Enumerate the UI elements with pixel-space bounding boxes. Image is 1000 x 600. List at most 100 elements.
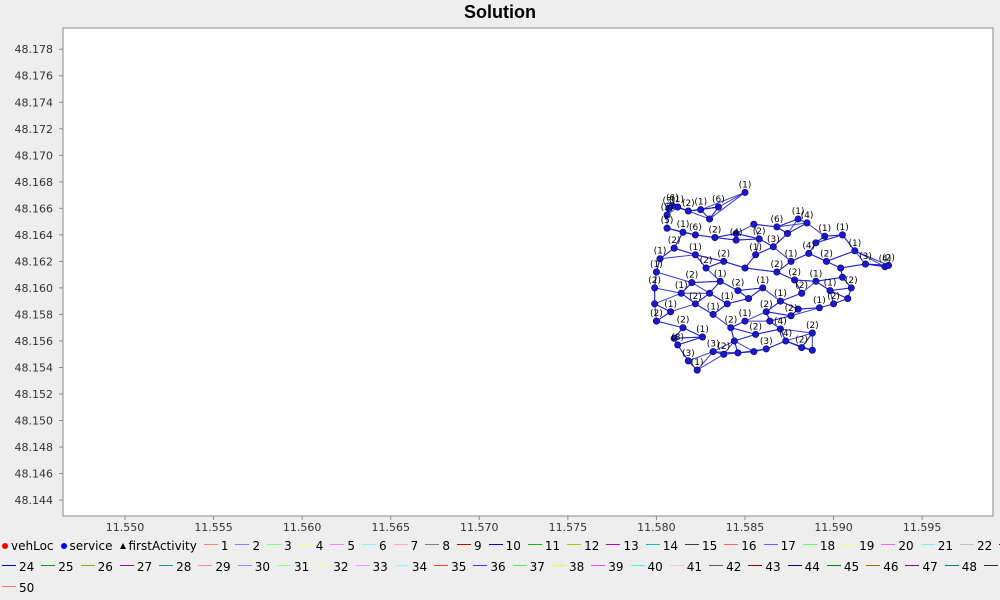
service-point	[714, 203, 722, 211]
service-point	[706, 289, 714, 297]
route-segment	[712, 314, 732, 329]
point-label: (1)	[664, 300, 677, 310]
legend-label: 41	[686, 559, 703, 574]
route-segment	[736, 238, 760, 241]
service-points	[651, 188, 892, 374]
x-tick-label: 11.570	[460, 521, 499, 534]
service-point	[787, 312, 795, 320]
service-point	[752, 330, 760, 338]
point-label: (2)	[724, 316, 737, 326]
service-point	[697, 206, 705, 214]
point-label: (1)	[691, 358, 704, 368]
legend-row: 24 25 26 27 28 29 30 31 32 33 34 35 36 37 38 39 40 41 42 43…	[2, 559, 1000, 574]
legend-triangle-icon	[119, 542, 126, 549]
legend-item: 50	[2, 580, 34, 595]
route-segment	[691, 280, 721, 284]
legend-label: 33	[372, 559, 388, 574]
service-point	[693, 366, 701, 374]
route-segment	[688, 210, 710, 220]
legend-label: 34	[411, 559, 428, 574]
service-point	[759, 284, 767, 292]
service-point	[651, 300, 659, 308]
legend-line-icon	[267, 544, 282, 546]
x-tick-label: 11.590	[814, 521, 853, 534]
point-label: (2)	[795, 336, 808, 346]
legend-item: 39	[591, 559, 624, 574]
legend-item: firstActivity	[119, 538, 197, 553]
route-segment	[854, 250, 889, 266]
route-segment	[695, 254, 724, 262]
service-point	[762, 345, 770, 353]
legend-label: 8	[442, 538, 450, 553]
route-segment	[656, 271, 693, 284]
legend-item: 30	[237, 559, 270, 574]
legend-line-icon	[826, 565, 841, 567]
legend-line-icon	[276, 565, 291, 567]
service-point	[798, 289, 806, 297]
service-point	[663, 224, 671, 232]
point-label: (5)	[661, 203, 674, 213]
legend-label: 29	[215, 559, 231, 574]
legend-item: 48	[944, 559, 977, 574]
legend-item: 14	[645, 538, 678, 553]
route-segment	[700, 191, 746, 211]
y-tick-label: 48.176	[15, 70, 54, 83]
legend-item: service	[60, 538, 113, 553]
point-label: (1)	[654, 247, 667, 257]
legend-label: 12	[584, 538, 600, 553]
route-segment	[734, 340, 755, 353]
point-label: (4)	[730, 228, 743, 238]
service-point	[732, 236, 740, 244]
service-point	[808, 346, 816, 354]
point-label: (2)	[785, 304, 798, 314]
legend-label: 5	[347, 538, 356, 553]
route-segment	[826, 250, 856, 262]
route-segment	[776, 218, 799, 228]
legend-item: 41	[669, 559, 703, 574]
point-label: (2)	[685, 271, 698, 281]
y-tick-label: 48.178	[15, 43, 54, 56]
legend-line-icon	[456, 544, 471, 546]
legend-line-icon	[512, 565, 527, 567]
legend-item: 28	[159, 559, 191, 574]
legend-line-icon	[842, 544, 857, 546]
legend-item: 49	[984, 559, 1000, 574]
service-point	[812, 239, 820, 247]
legend-item: 38	[551, 559, 584, 574]
plot-background	[62, 27, 994, 517]
legend-line-icon	[425, 544, 440, 546]
service-point	[769, 243, 777, 251]
route-segment	[755, 328, 781, 335]
service-point	[652, 268, 660, 276]
route-segment	[790, 307, 820, 317]
legend-item: 47	[905, 559, 938, 574]
legend-line-icon	[567, 544, 582, 546]
legend-item: 33	[355, 559, 388, 574]
point-label: (1)	[739, 180, 752, 190]
route-segment	[727, 298, 749, 305]
y-tick-label: 48.150	[15, 415, 54, 428]
x-tick-label: 11.565	[371, 521, 410, 534]
legend-item: 3	[267, 538, 292, 553]
service-point	[787, 257, 795, 265]
route-segment	[682, 327, 703, 338]
point-label: (2)	[749, 322, 762, 332]
legend-dot-icon	[2, 542, 8, 549]
route-segment	[773, 246, 792, 262]
legend-item: 16	[724, 538, 757, 553]
point-label: (1)	[836, 223, 849, 233]
legend-label: 19	[859, 538, 875, 553]
legend-item: 32	[316, 559, 349, 574]
route-segment	[744, 311, 767, 322]
legend-item: 9	[456, 538, 482, 553]
service-point	[684, 207, 692, 215]
legend-label: 46	[883, 559, 899, 574]
point-label: (2)	[668, 236, 681, 246]
legend-line-icon	[551, 565, 566, 567]
legend-label: service	[69, 538, 113, 553]
route-segment	[766, 340, 786, 350]
legend-item: 19	[842, 538, 874, 553]
point-label: (1)	[818, 224, 831, 234]
route-segment	[730, 327, 756, 335]
legend-line-icon	[881, 544, 896, 546]
